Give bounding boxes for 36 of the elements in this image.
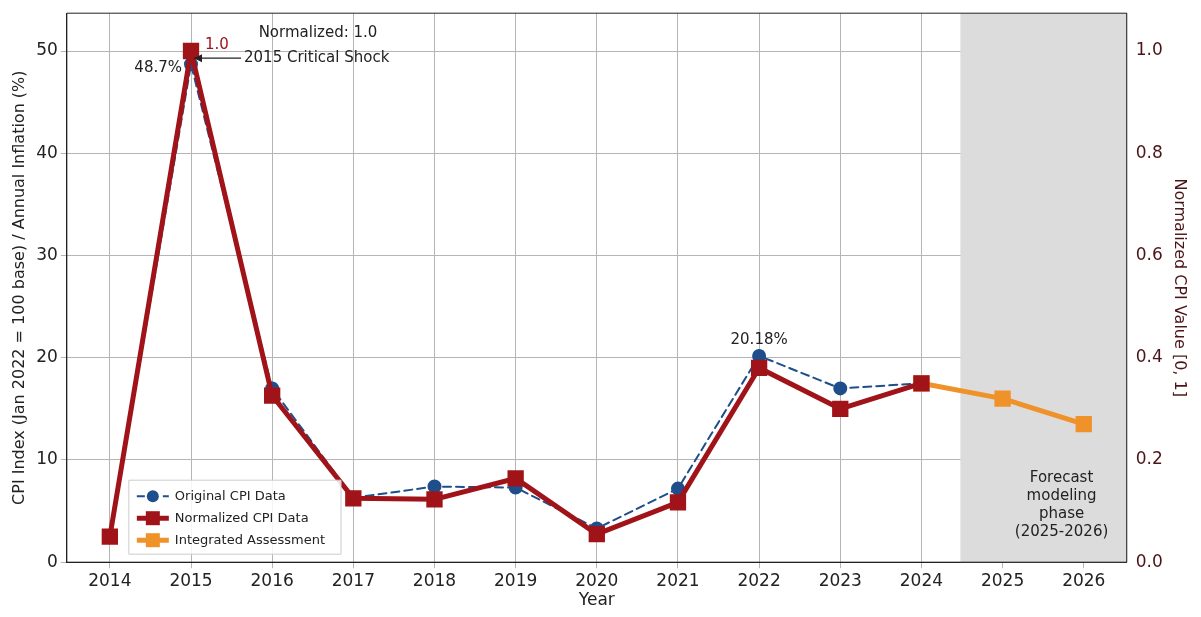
x-tick-label: 2026 xyxy=(1062,569,1106,590)
y2-tick-label: 0.2 xyxy=(1135,448,1163,469)
data-label: 1.0 xyxy=(205,35,229,54)
x-tick-label: 2023 xyxy=(818,569,862,590)
x-tick-label: 2024 xyxy=(899,569,944,590)
y-tick-label: 50 xyxy=(36,39,58,60)
x-tick-label: 2017 xyxy=(331,569,375,590)
y2-axis-title: Normalized CPI Value [0, 1] xyxy=(1171,178,1191,397)
x-tick-label: 2019 xyxy=(494,569,538,590)
y-tick-label: 20 xyxy=(36,346,58,367)
annotation: Normalized: 1.0 2015 Critical Shock xyxy=(244,23,390,67)
legend-label: Normalized CPI Data xyxy=(174,509,309,525)
y2-tick-label: 0.0 xyxy=(1135,550,1163,571)
band-label: Forecast modeling phase (2025-2026) xyxy=(1014,468,1109,541)
x-tick-label: 2015 xyxy=(169,569,213,590)
y-axis-title: CPI Index (Jan 2022 = 100 base) / Annual Inflation (%) xyxy=(8,70,28,505)
x-tick-label: 2025 xyxy=(980,569,1025,590)
data-label: 48.7% xyxy=(134,58,182,77)
data-label: 20.18% xyxy=(730,330,788,349)
y-tick-label: 0 xyxy=(47,550,58,571)
x-tick-label: 2022 xyxy=(737,569,781,590)
y2-tick-label: 0.4 xyxy=(1135,346,1163,367)
x-tick-label: 2018 xyxy=(412,569,457,590)
y2-tick-label: 0.6 xyxy=(1135,243,1163,264)
x-tick-label: 2021 xyxy=(656,569,700,590)
y-tick-label: 40 xyxy=(36,141,58,162)
y-tick-label: 30 xyxy=(36,243,58,264)
y-tick-label: 10 xyxy=(36,448,58,469)
x-tick-label: 2020 xyxy=(575,569,619,590)
legend-label: Original CPI Data xyxy=(174,487,286,503)
legend-label: Integrated Assessment xyxy=(174,531,326,547)
y2-tick-label: 1.0 xyxy=(1135,39,1163,60)
x-tick-label: 2014 xyxy=(88,569,132,590)
x-tick-label: 2016 xyxy=(250,569,294,590)
y2-tick-label: 0.8 xyxy=(1135,141,1163,162)
x-axis-title: Year xyxy=(577,589,615,610)
